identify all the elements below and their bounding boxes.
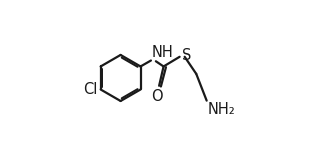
Text: S: S (182, 48, 192, 63)
Text: O: O (151, 90, 163, 105)
Text: NH₂: NH₂ (208, 102, 235, 117)
Text: Cl: Cl (83, 82, 98, 97)
Text: NH: NH (152, 45, 173, 60)
